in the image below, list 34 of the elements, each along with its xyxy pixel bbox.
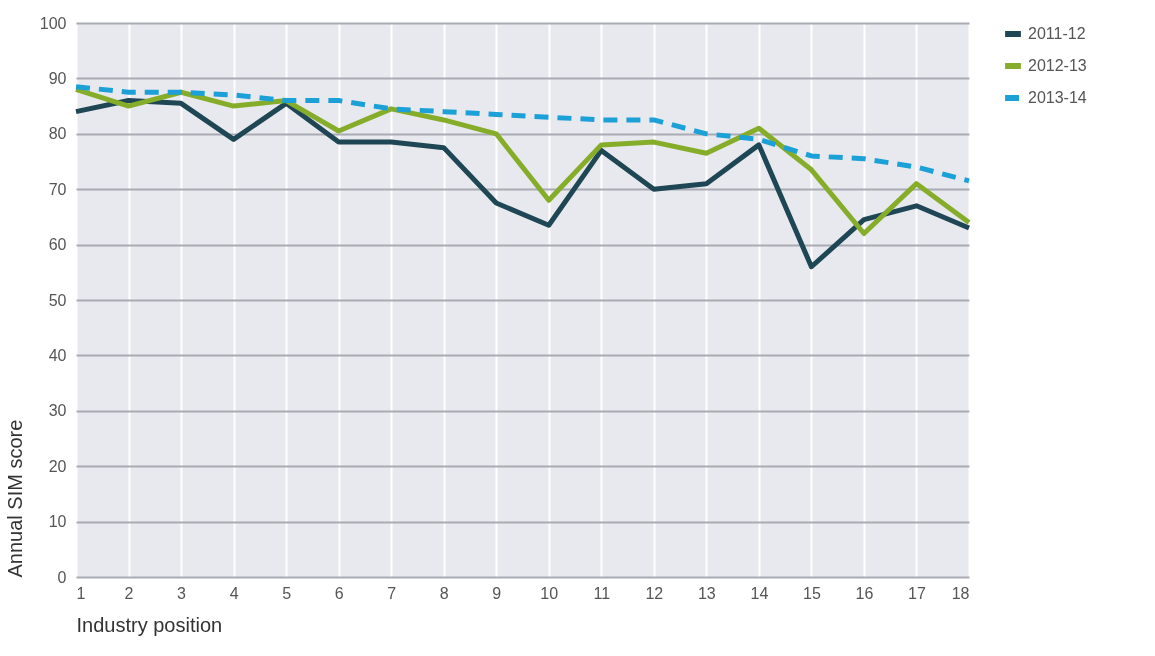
legend-label: 2013-14 [1028, 89, 1087, 106]
x-tick-label: 2 [124, 584, 134, 602]
y-tick-label: 60 [48, 236, 67, 254]
y-tick-label: 10 [48, 513, 67, 531]
y-tick-label: 70 [48, 180, 67, 198]
x-tick-label: 15 [803, 584, 821, 602]
x-tick-label: 12 [645, 584, 664, 602]
y-tick-label: 90 [48, 69, 67, 87]
x-tick-label: 14 [750, 584, 769, 602]
y-tick-label: 20 [48, 457, 67, 475]
x-tick-label: 8 [439, 584, 449, 602]
x-tick-label: 6 [334, 584, 344, 602]
legend-label: 2012-13 [1028, 57, 1087, 74]
x-tick-label: 7 [387, 584, 397, 602]
x-axis-title: Industry position [76, 613, 223, 636]
x-tick-label: 3 [177, 584, 187, 602]
x-tick-label: 16 [855, 584, 874, 602]
x-tick-label: 11 [593, 584, 611, 602]
y-tick-label: 0 [57, 568, 67, 586]
y-tick-label: 80 [48, 125, 67, 143]
x-tick-label: 9 [492, 584, 502, 602]
x-tick-label: 18 [951, 584, 970, 602]
legend-label: 2011-12 [1028, 25, 1086, 42]
x-tick-label: 5 [282, 584, 292, 602]
x-tick-label: 17 [908, 584, 926, 602]
y-tick-label: 100 [39, 14, 67, 32]
y-tick-label: 40 [48, 346, 67, 364]
x-tick-label: 13 [697, 584, 716, 602]
y-tick-label: 50 [48, 291, 67, 309]
y-tick-label: 30 [48, 402, 67, 420]
x-tick-label: 10 [540, 584, 559, 602]
x-tick-label: 4 [229, 584, 239, 602]
y-axis-title: Annual SIM score [3, 419, 26, 578]
x-tick-label: 1 [76, 584, 86, 602]
